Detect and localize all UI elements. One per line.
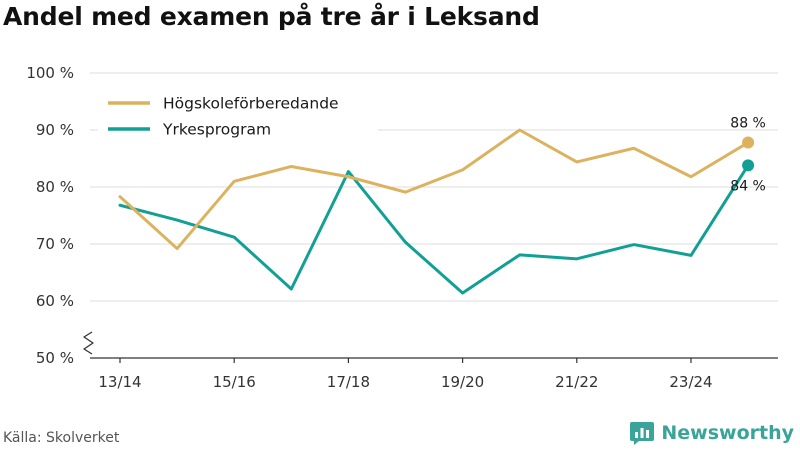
y-tick-label: 70 %	[36, 235, 74, 253]
axis-break-marker	[83, 331, 94, 355]
brand-logo: Newsworthy	[629, 420, 794, 446]
x-tick-label: 15/16	[213, 373, 256, 391]
legend-label: Högskoleförberedande	[163, 95, 339, 113]
series-line-hogskoleforberedande	[118, 128, 750, 251]
x-tick-label: 17/18	[327, 373, 370, 391]
y-tick-label: 90 %	[36, 121, 74, 139]
x-tick-label: 21/22	[555, 373, 598, 391]
end-value-label: 88 %	[730, 116, 766, 132]
brand-name: Newsworthy	[661, 422, 794, 444]
newsworthy-logo-icon	[630, 422, 655, 445]
y-tick-label: 80 %	[36, 178, 74, 196]
legend-label: Yrkesprogram	[162, 121, 271, 139]
end-point-marker	[742, 136, 755, 149]
end-value-label: 84 %	[730, 178, 766, 194]
y-tick-label: 50 %	[36, 349, 74, 367]
source-note: Källa: Skolverket	[3, 430, 120, 446]
series-line-yrkesprogram	[118, 163, 750, 295]
x-tick-label: 13/14	[98, 373, 141, 391]
end-point-marker	[742, 159, 755, 172]
chart-title: Andel med examen på tre år i Leksand	[3, 2, 540, 31]
x-tick-label: 23/24	[669, 373, 712, 391]
legend-background	[98, 85, 378, 147]
x-tick-label: 19/20	[441, 373, 484, 391]
y-tick-label: 100 %	[26, 64, 74, 82]
y-tick-label: 60 %	[36, 292, 74, 310]
